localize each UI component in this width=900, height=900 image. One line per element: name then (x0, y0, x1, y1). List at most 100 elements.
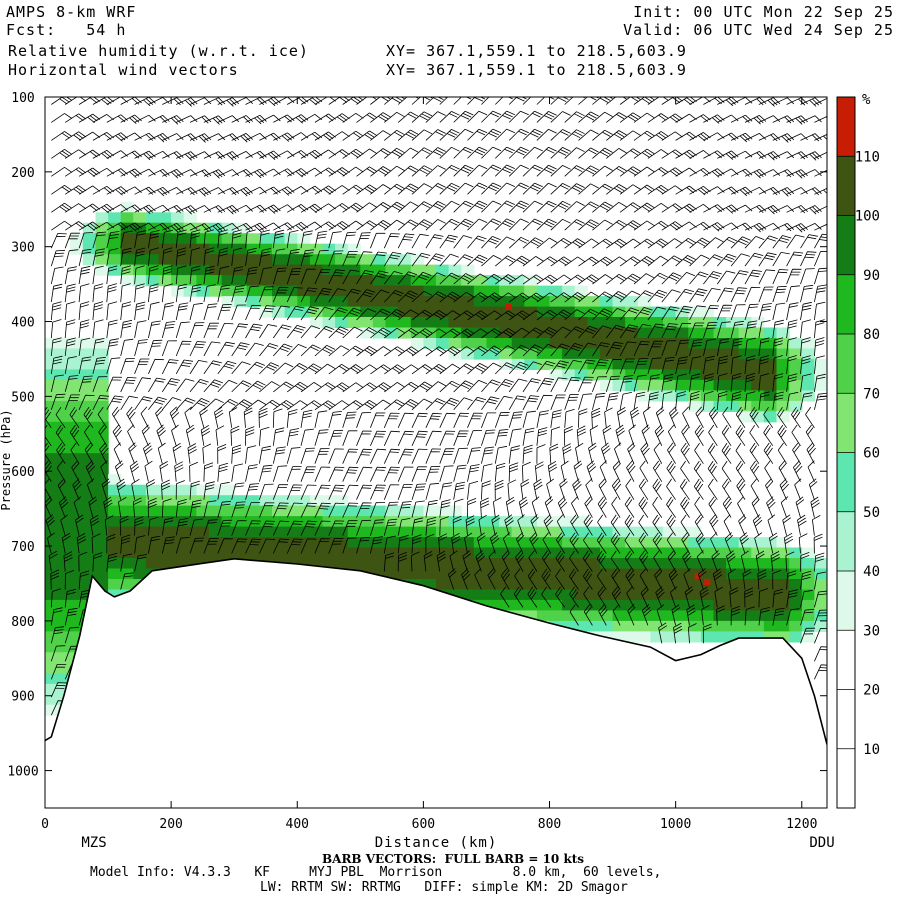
rh-cell (700, 348, 715, 360)
wind-barb (536, 444, 546, 464)
wind-barb (273, 362, 294, 375)
rh-cell (524, 547, 538, 559)
colorbar-bin (837, 97, 855, 157)
wind-barb (522, 218, 543, 231)
wind-barb (605, 392, 619, 410)
wind-barb (508, 395, 527, 410)
wind-barb (544, 496, 554, 518)
rh-cell (335, 254, 349, 266)
rh-cell (234, 547, 248, 559)
wind-barb (397, 219, 419, 231)
rh-cell (511, 275, 525, 287)
rh-cell (57, 599, 71, 611)
wind-barb (467, 447, 482, 464)
rh-cell (650, 631, 664, 643)
wind-barb (92, 203, 115, 214)
rh-cell (347, 243, 361, 255)
wind-barb (273, 381, 294, 393)
wind-barb (708, 406, 719, 429)
wind-barb (453, 273, 474, 285)
wind-barb (342, 231, 357, 249)
wind-barb (689, 132, 711, 142)
wind-barb (550, 97, 571, 105)
wind-barb (453, 363, 475, 375)
wind-barb (652, 532, 663, 554)
rh-cell (133, 233, 147, 245)
rh-cell (70, 453, 84, 465)
wind-barb (689, 356, 702, 374)
rh-cell (688, 379, 702, 391)
wind-barb (536, 128, 557, 141)
wind-barb (689, 203, 711, 213)
wind-barb (370, 327, 391, 339)
rh-cell (436, 547, 450, 559)
wind-barb (730, 337, 743, 357)
wind-barb (397, 233, 415, 249)
wind-barb (328, 429, 344, 446)
wind-barb (703, 237, 724, 249)
wind-barb (83, 406, 94, 429)
wind-barb (314, 185, 336, 195)
rh-cell (108, 484, 122, 496)
wind-barb (286, 381, 308, 393)
wind-barb (300, 466, 316, 482)
wind-barb (356, 232, 371, 249)
rh-cell (70, 599, 84, 611)
wind-barb (583, 514, 593, 536)
colorbar-bin (837, 452, 855, 512)
wind-barb (78, 221, 101, 231)
colorbar-tick-label: 110 (855, 149, 880, 165)
wind-barb (175, 229, 187, 249)
wind-barb (703, 355, 715, 374)
rh-cell (587, 526, 601, 538)
rh-cell (473, 516, 487, 528)
rh-cell (726, 620, 740, 632)
wind-barb (203, 205, 226, 214)
rh-cell (347, 254, 361, 266)
wind-barb (439, 448, 455, 464)
wind-barb (134, 247, 146, 267)
rh-cell (183, 495, 197, 507)
wind-barb (481, 146, 502, 159)
rh-cell (209, 275, 223, 287)
wind-barb (370, 166, 392, 177)
wind-barb (148, 283, 159, 303)
wind-barb (76, 533, 86, 554)
wind-barb (189, 97, 212, 105)
wind-barb (494, 462, 506, 482)
wind-barb (148, 168, 170, 177)
rh-cell (738, 620, 752, 632)
rh-cell (133, 568, 147, 580)
rh-cell (574, 369, 588, 381)
wind-barb (51, 113, 73, 123)
rh-cell (650, 610, 664, 622)
wind-barb (467, 379, 488, 393)
wind-barb (245, 229, 256, 249)
rh-cell (536, 516, 551, 528)
wind-barb (522, 97, 543, 105)
wind-barb (564, 111, 585, 123)
colorbar-bin (837, 334, 855, 394)
cross-section-coords-2: XY= 367.1,559.1 to 218.5,603.9 (386, 61, 687, 79)
wind-barb (287, 221, 309, 232)
rh-cell (133, 212, 147, 224)
wind-barb (203, 341, 221, 357)
wind-barb (189, 302, 203, 321)
wind-barb (70, 442, 80, 464)
wind-barb (189, 284, 202, 303)
rh-cell (297, 275, 311, 287)
rh-cell (574, 317, 588, 329)
wind-barb (126, 406, 136, 428)
wind-barb (619, 220, 641, 231)
wind-barb (92, 356, 106, 374)
wind-barb (314, 382, 336, 393)
rh-cell (675, 620, 689, 632)
wind-barb (231, 222, 253, 231)
rh-cell (675, 547, 689, 559)
wind-barb (675, 272, 696, 285)
wind-barb (695, 532, 706, 554)
wind-barb (370, 130, 392, 141)
wind-barb (592, 183, 613, 195)
wind-barb (578, 129, 599, 141)
wind-barb (314, 221, 336, 231)
